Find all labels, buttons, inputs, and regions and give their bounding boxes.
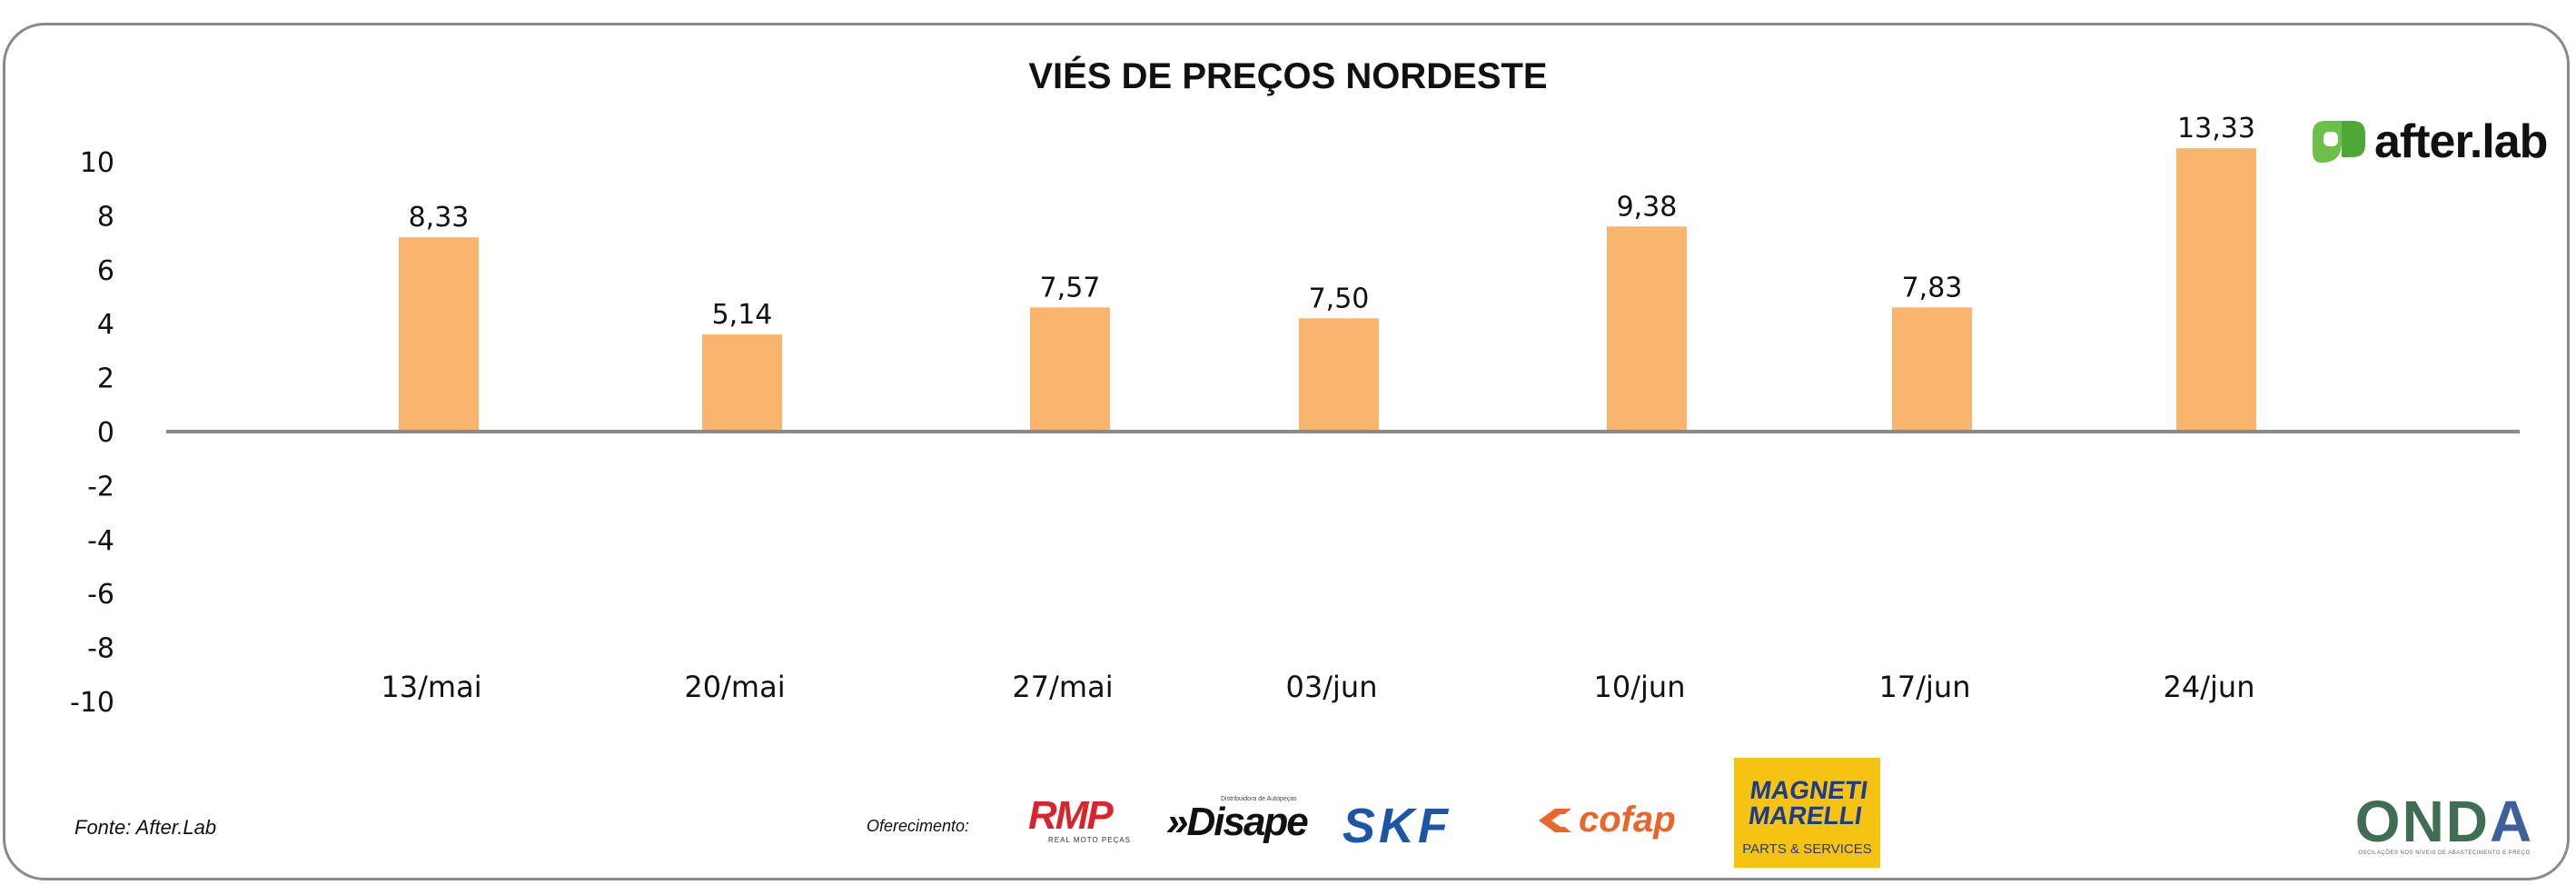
onda-logo: ONDA OSCILAÇÕES NOS NÍVEIS DE ABASTECIME… bbox=[2349, 792, 2540, 856]
bar bbox=[1607, 226, 1687, 432]
afterlab-logo: after.lab bbox=[2305, 114, 2548, 169]
disape-tagline: Distribuidora de Autopeças bbox=[1221, 796, 1297, 802]
x-axis-ticks: 13/mai 20/mai 27/mai 03/jun 10/jun 17/jun 24/j… bbox=[381, 670, 2254, 704]
data-label: 7,57 bbox=[1040, 272, 1101, 303]
rmp-subtitle: REAL MOTO PEÇAS bbox=[1048, 836, 1132, 844]
x-tick-label: 27/mai bbox=[1012, 670, 1113, 704]
skf-logo: SKF bbox=[1342, 799, 1451, 853]
rmp-wordmark: RMP bbox=[1028, 793, 1114, 838]
disape-wordmark: »Disape bbox=[1166, 800, 1309, 844]
data-label: 8,33 bbox=[409, 202, 470, 234]
x-tick-label: 17/jun bbox=[1879, 670, 1971, 704]
data-label: 7,50 bbox=[1309, 283, 1370, 314]
y-tick-label: 4 bbox=[97, 309, 114, 341]
x-tick-label: 03/jun bbox=[1286, 670, 1378, 704]
y-tick-label: -10 bbox=[70, 687, 114, 719]
chart-title: VIÉS DE PREÇOS NORDESTE bbox=[1028, 56, 1548, 96]
magneti-marelli-logo: MAGNETI MARELLI PARTS & SERVICES bbox=[1734, 758, 1880, 868]
onda-subtitle: OSCILAÇÕES NOS NÍVEIS DE ABASTECIMENTO E… bbox=[2358, 850, 2531, 856]
source-note: Fonte: After.Lab bbox=[74, 816, 217, 839]
chart-frame bbox=[3, 23, 2570, 880]
bar bbox=[1030, 307, 1110, 432]
y-tick-label: -4 bbox=[87, 525, 114, 557]
y-tick-label: 2 bbox=[97, 363, 114, 395]
bar bbox=[1299, 318, 1379, 432]
onda-wordmark: ONDA bbox=[2354, 789, 2534, 854]
bars bbox=[399, 148, 2256, 432]
y-tick-label: -8 bbox=[87, 633, 114, 665]
magneti-subtitle: PARTS & SERVICES bbox=[1742, 841, 1872, 857]
magneti-wordmark: MAGNETI MARELLI bbox=[1730, 776, 1884, 830]
bar bbox=[702, 334, 782, 432]
data-labels: 8,33 5,14 7,57 7,50 9,38 7,83 13,33 bbox=[409, 113, 2255, 331]
x-tick-label: 10/jun bbox=[1594, 670, 1686, 704]
rmp-logo: RMP REAL MOTO PEÇAS bbox=[1028, 796, 1146, 845]
data-label: 9,38 bbox=[1617, 191, 1678, 223]
offered-by-label: Oferecimento: bbox=[867, 817, 970, 835]
data-label: 5,14 bbox=[712, 299, 773, 331]
magneti-line-2: MARELLI bbox=[1747, 801, 1864, 830]
magneti-line-1: MAGNETI bbox=[1748, 776, 1870, 804]
y-tick-label: 0 bbox=[97, 417, 114, 449]
data-label: 13,33 bbox=[2177, 113, 2255, 144]
cofap-logo: cofap bbox=[1535, 800, 1676, 840]
data-label: 7,83 bbox=[1902, 272, 1963, 303]
afterlab-mark-icon bbox=[2305, 115, 2369, 168]
x-tick-label: 24/jun bbox=[2164, 670, 2255, 704]
disape-logo: Distribuidora de Autopeças »Disape bbox=[1166, 796, 1309, 844]
x-tick-label: 13/mai bbox=[381, 670, 481, 704]
y-tick-label: -6 bbox=[87, 579, 114, 611]
y-tick-label: 10 bbox=[80, 147, 114, 179]
cofap-mark-icon bbox=[1539, 808, 1571, 832]
y-tick-label: 8 bbox=[97, 201, 114, 233]
bar bbox=[1892, 307, 1972, 432]
cofap-wordmark: cofap bbox=[1579, 800, 1676, 840]
bar bbox=[399, 237, 479, 432]
x-tick-label: 20/mai bbox=[684, 670, 785, 704]
y-tick-label: -2 bbox=[87, 471, 114, 502]
y-axis-ticks: 10 8 6 4 2 0 -2 -4 -6 -8 -10 bbox=[70, 147, 114, 719]
y-tick-label: 6 bbox=[97, 255, 114, 287]
bar bbox=[2176, 148, 2256, 432]
afterlab-wordmark: after.lab bbox=[2374, 115, 2548, 168]
